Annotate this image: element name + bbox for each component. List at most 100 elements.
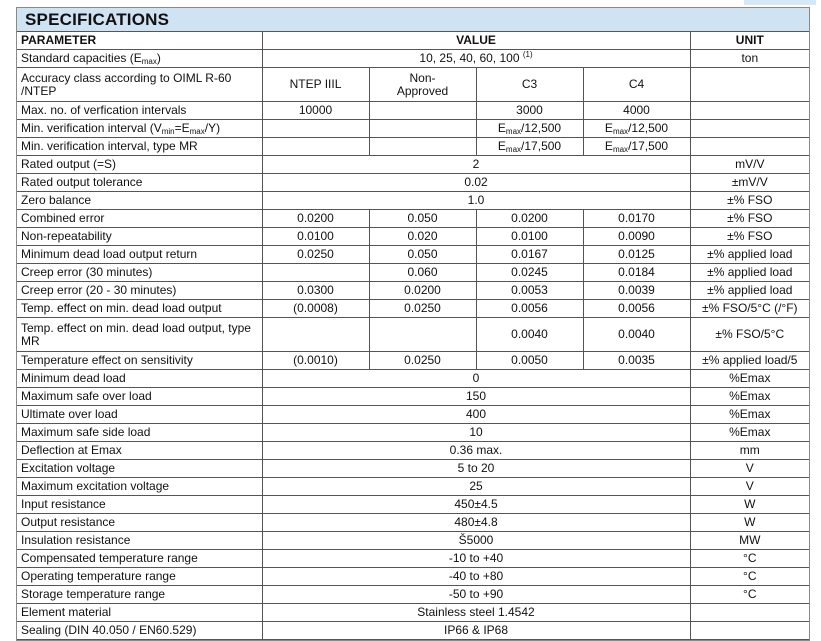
value-cell: 4000	[582, 101, 691, 120]
parameter-cell: Minimum dead load output return	[17, 245, 263, 264]
unit-cell: °C	[689, 549, 810, 568]
value-cell: 0	[261, 369, 691, 388]
parameter-cell: Output resistance	[17, 513, 263, 532]
unit-cell: V	[689, 477, 810, 496]
table-row: Creep error (30 minutes) 0.060 0.0245 0.018…	[17, 263, 810, 282]
parameter-cell: Insulation resistance	[17, 531, 263, 550]
supscript: (1)	[522, 50, 533, 59]
value-cell: 0.36 max.	[261, 441, 691, 460]
value-cell: 0.0100	[475, 227, 584, 246]
subscript: max	[505, 145, 522, 154]
table-row: Insulation resistance Š5000 MW	[17, 531, 810, 550]
value-cell: (0.0008)	[261, 299, 370, 318]
value-cell: 0.060	[368, 263, 477, 282]
header-value: VALUE	[261, 32, 691, 50]
parameter-cell: Creep error (30 minutes)	[17, 263, 263, 282]
value-cell: 0.0040	[475, 317, 584, 352]
table-row: Temp. effect on min. dead load output (0.…	[17, 299, 810, 318]
value-cell: NTEP IIIL	[261, 67, 370, 102]
header-unit: UNIT	[689, 32, 810, 50]
subscript: max	[612, 145, 629, 154]
parameter-cell: Standard capacities (Emax)	[17, 49, 263, 68]
table-row: Minimum dead load 0 %Emax	[17, 369, 810, 388]
table-row: Input resistance 450±4.5 W	[17, 495, 810, 514]
value-cell: 450±4.5	[261, 495, 691, 514]
unit-cell: W	[689, 513, 810, 532]
subscript: max	[612, 127, 629, 136]
parameter-cell: Max. no. of verfication intervals	[17, 101, 263, 120]
parameter-cell: Maximum safe side load	[17, 423, 263, 442]
value-cell: 0.0050	[475, 351, 584, 370]
parameter-cell: Combined error	[17, 209, 263, 228]
value-cell: 0.0200	[261, 209, 370, 228]
value-cell: 0.0056	[475, 299, 584, 318]
parameter-cell: Temperature effect on sensitivity	[17, 351, 263, 370]
value-cell	[368, 101, 477, 120]
table-row: Excitation voltage 5 to 20 V	[17, 459, 810, 478]
unit-cell: ±% FSO	[689, 191, 810, 210]
unit-cell	[689, 603, 810, 622]
parameter-cell: Temp. effect on min. dead load output, t…	[17, 317, 263, 352]
table-row: Maximum excitation voltage 25 V	[17, 477, 810, 496]
unit-cell: °C	[689, 585, 810, 604]
parameter-cell: Rated output (=S)	[17, 155, 263, 174]
value-cell: 1.0	[261, 191, 691, 210]
table-row: Minimum dead load output return 0.0250 0.0…	[17, 245, 810, 264]
parameter-cell: Ultimate over load	[17, 405, 263, 424]
unit-cell: V	[689, 459, 810, 478]
table-row: Zero balance 1.0 ±% FSO	[17, 191, 810, 210]
value-cell: 0.0056	[582, 299, 691, 318]
table-row: Temp. effect on min. dead load output, t…	[17, 317, 810, 352]
value-cell: 0.0125	[582, 245, 691, 264]
value-cell: 2	[261, 155, 691, 174]
table-row: Maximum safe over load 150 %Emax	[17, 387, 810, 406]
value-cell: 0.0167	[475, 245, 584, 264]
unit-cell: %Emax	[689, 369, 810, 388]
value-cell	[261, 137, 370, 156]
parameter-cell: Operating temperature range	[17, 567, 263, 586]
value-cell: 25	[261, 477, 691, 496]
parameter-cell: Min. verification interval (Vmin=Emax/Y)	[17, 119, 263, 138]
value-cell	[261, 317, 370, 352]
value-cell: 0.0245	[475, 263, 584, 282]
table-row: Storage temperature range -50 to +90 °C	[17, 585, 810, 604]
unit-cell: ±% applied load	[689, 263, 810, 282]
specifications-table: PARAMETER VALUE UNIT Standard capacities…	[17, 32, 810, 640]
value-cell: -40 to +80	[261, 567, 691, 586]
value-cell: 0.0039	[582, 281, 691, 300]
value-cell: (0.0010)	[261, 351, 370, 370]
unit-cell: %Emax	[689, 423, 810, 442]
table-row: Min. verification interval (Vmin=Emax/Y)…	[17, 119, 810, 138]
unit-cell: ±% FSO	[689, 209, 810, 228]
parameter-cell: Non-repeatability	[17, 227, 263, 246]
value-cell: Non- Approved	[368, 67, 477, 102]
value-cell: C3	[475, 67, 584, 102]
value-cell	[368, 119, 477, 138]
unit-cell: W	[689, 495, 810, 514]
value-cell: 0.0300	[261, 281, 370, 300]
unit-cell: ±% FSO/5°C (/°F)	[689, 299, 810, 318]
subscript: max	[505, 127, 522, 136]
subscript: max	[189, 127, 205, 136]
table-row: Combined error 0.0200 0.050 0.0200 0.0170 ±% …	[17, 209, 810, 228]
table-row: Element material Stainless steel 1.4542	[17, 603, 810, 622]
value-cell: 10000	[261, 101, 370, 120]
table-row: Output resistance 480±4.8 W	[17, 513, 810, 532]
top-tab-decoration	[744, 0, 816, 5]
table-row: Operating temperature range -40 to +80 °C	[17, 567, 810, 586]
value-cell: 400	[261, 405, 691, 424]
value-cell: 5 to 20	[261, 459, 691, 478]
parameter-cell: Element material	[17, 603, 263, 622]
unit-cell	[689, 137, 810, 156]
value-cell: 0.0250	[261, 245, 370, 264]
header-row: PARAMETER VALUE UNIT	[17, 32, 810, 50]
value-cell	[368, 137, 477, 156]
value-cell: 0.0100	[261, 227, 370, 246]
parameter-cell: Min. verification interval, type MR	[17, 137, 263, 156]
value-cell: Stainless steel 1.4542	[261, 603, 691, 622]
table-row: Compensated temperature range -10 to +40 °…	[17, 549, 810, 568]
value-cell: 0.0090	[582, 227, 691, 246]
parameter-cell: Storage temperature range	[17, 585, 263, 604]
value-cell: Š5000	[261, 531, 691, 550]
value-cell: 0.050	[368, 209, 477, 228]
